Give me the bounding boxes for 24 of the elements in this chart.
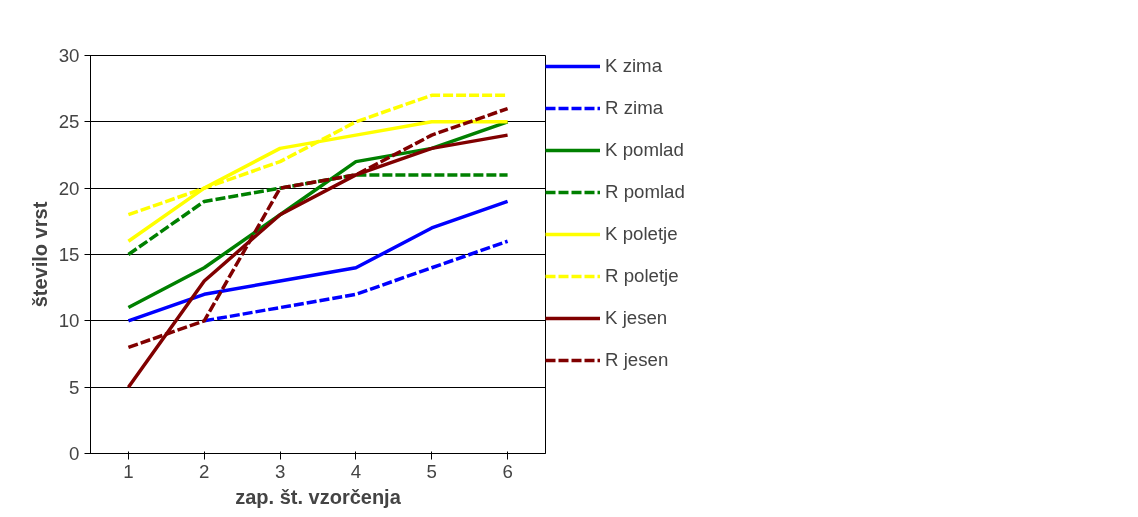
y-tick-label: 5 xyxy=(69,376,80,398)
legend-label: R poletje xyxy=(605,265,679,287)
legend-label: R zima xyxy=(605,97,664,119)
x-tick-label: 5 xyxy=(426,460,437,482)
y-tick-label: 10 xyxy=(58,310,80,332)
line-series xyxy=(126,199,510,323)
x-tick-label: 3 xyxy=(274,460,286,482)
y-tick-label: 30 xyxy=(58,45,80,66)
x-tick-label: 6 xyxy=(502,460,513,482)
x-tick-label: 4 xyxy=(350,460,362,482)
y-tick-label: 15 xyxy=(58,244,80,265)
legend-label: K poletje xyxy=(605,223,678,245)
legend-label: K zima xyxy=(605,55,663,77)
y-tick-label: 25 xyxy=(58,111,80,133)
legend-label: K pomlad xyxy=(605,139,684,161)
x-tick-label: 2 xyxy=(199,460,210,482)
x-tick-label: 1 xyxy=(123,460,134,482)
y-tick-label: 0 xyxy=(69,443,80,464)
x-axis-title: zap. št. vzorčenja xyxy=(235,485,402,508)
y-tick-label: 20 xyxy=(58,177,80,199)
legend-label: R jesen xyxy=(605,349,669,371)
legend-label: K jesen xyxy=(605,307,668,329)
y-axis-title: število vrst xyxy=(28,201,51,308)
legend-label: R pomlad xyxy=(605,181,685,203)
